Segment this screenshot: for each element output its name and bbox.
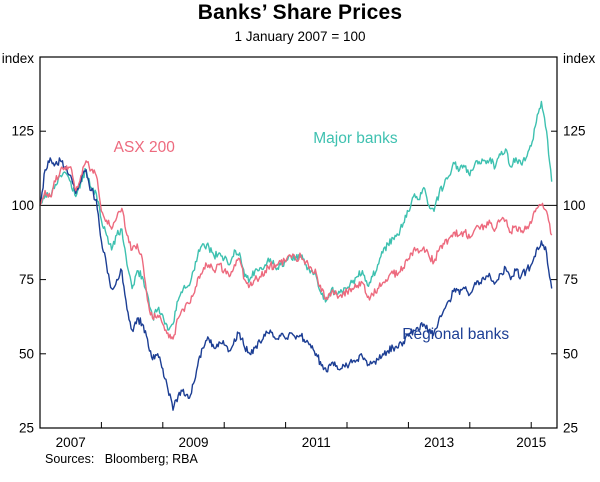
chart-title: Banks’ Share Prices: [197, 1, 403, 24]
y-axis-label-left: 50: [19, 346, 34, 361]
y-axis-label-right: 50: [563, 346, 578, 361]
x-axis-label: 2007: [56, 435, 86, 450]
y-axis-label-left: 125: [11, 124, 34, 139]
y-axis-label-left: 25: [19, 421, 34, 436]
x-axis-label: 2011: [302, 435, 331, 450]
series-line-asx-200: [39, 160, 553, 340]
y-axis-label-left: 100: [11, 198, 34, 213]
unit-label-right: index: [563, 51, 596, 66]
series-line-regional-banks: [39, 157, 553, 411]
unit-label-left: index: [2, 51, 35, 66]
y-axis-label-right: 75: [563, 272, 578, 287]
plot-frame: [39, 56, 558, 429]
x-axis-label: 2013: [424, 435, 454, 450]
x-axis-label: 2015: [516, 435, 546, 450]
chart-subtitle: 1 January 2007 = 100: [234, 29, 366, 44]
y-axis-label-left: 75: [19, 272, 34, 287]
series-label-major-banks: Major banks: [313, 130, 398, 147]
series-label-regional-banks: Regional banks: [402, 326, 509, 343]
series-label-asx-200: ASX 200: [114, 139, 176, 156]
y-axis-label-right: 25: [563, 421, 578, 436]
y-axis-label-right: 100: [563, 198, 586, 213]
y-axis-label-right: 125: [563, 124, 586, 139]
sources-note: Sources: Bloomberg; RBA: [45, 452, 198, 466]
x-axis-label: 2009: [178, 435, 208, 450]
